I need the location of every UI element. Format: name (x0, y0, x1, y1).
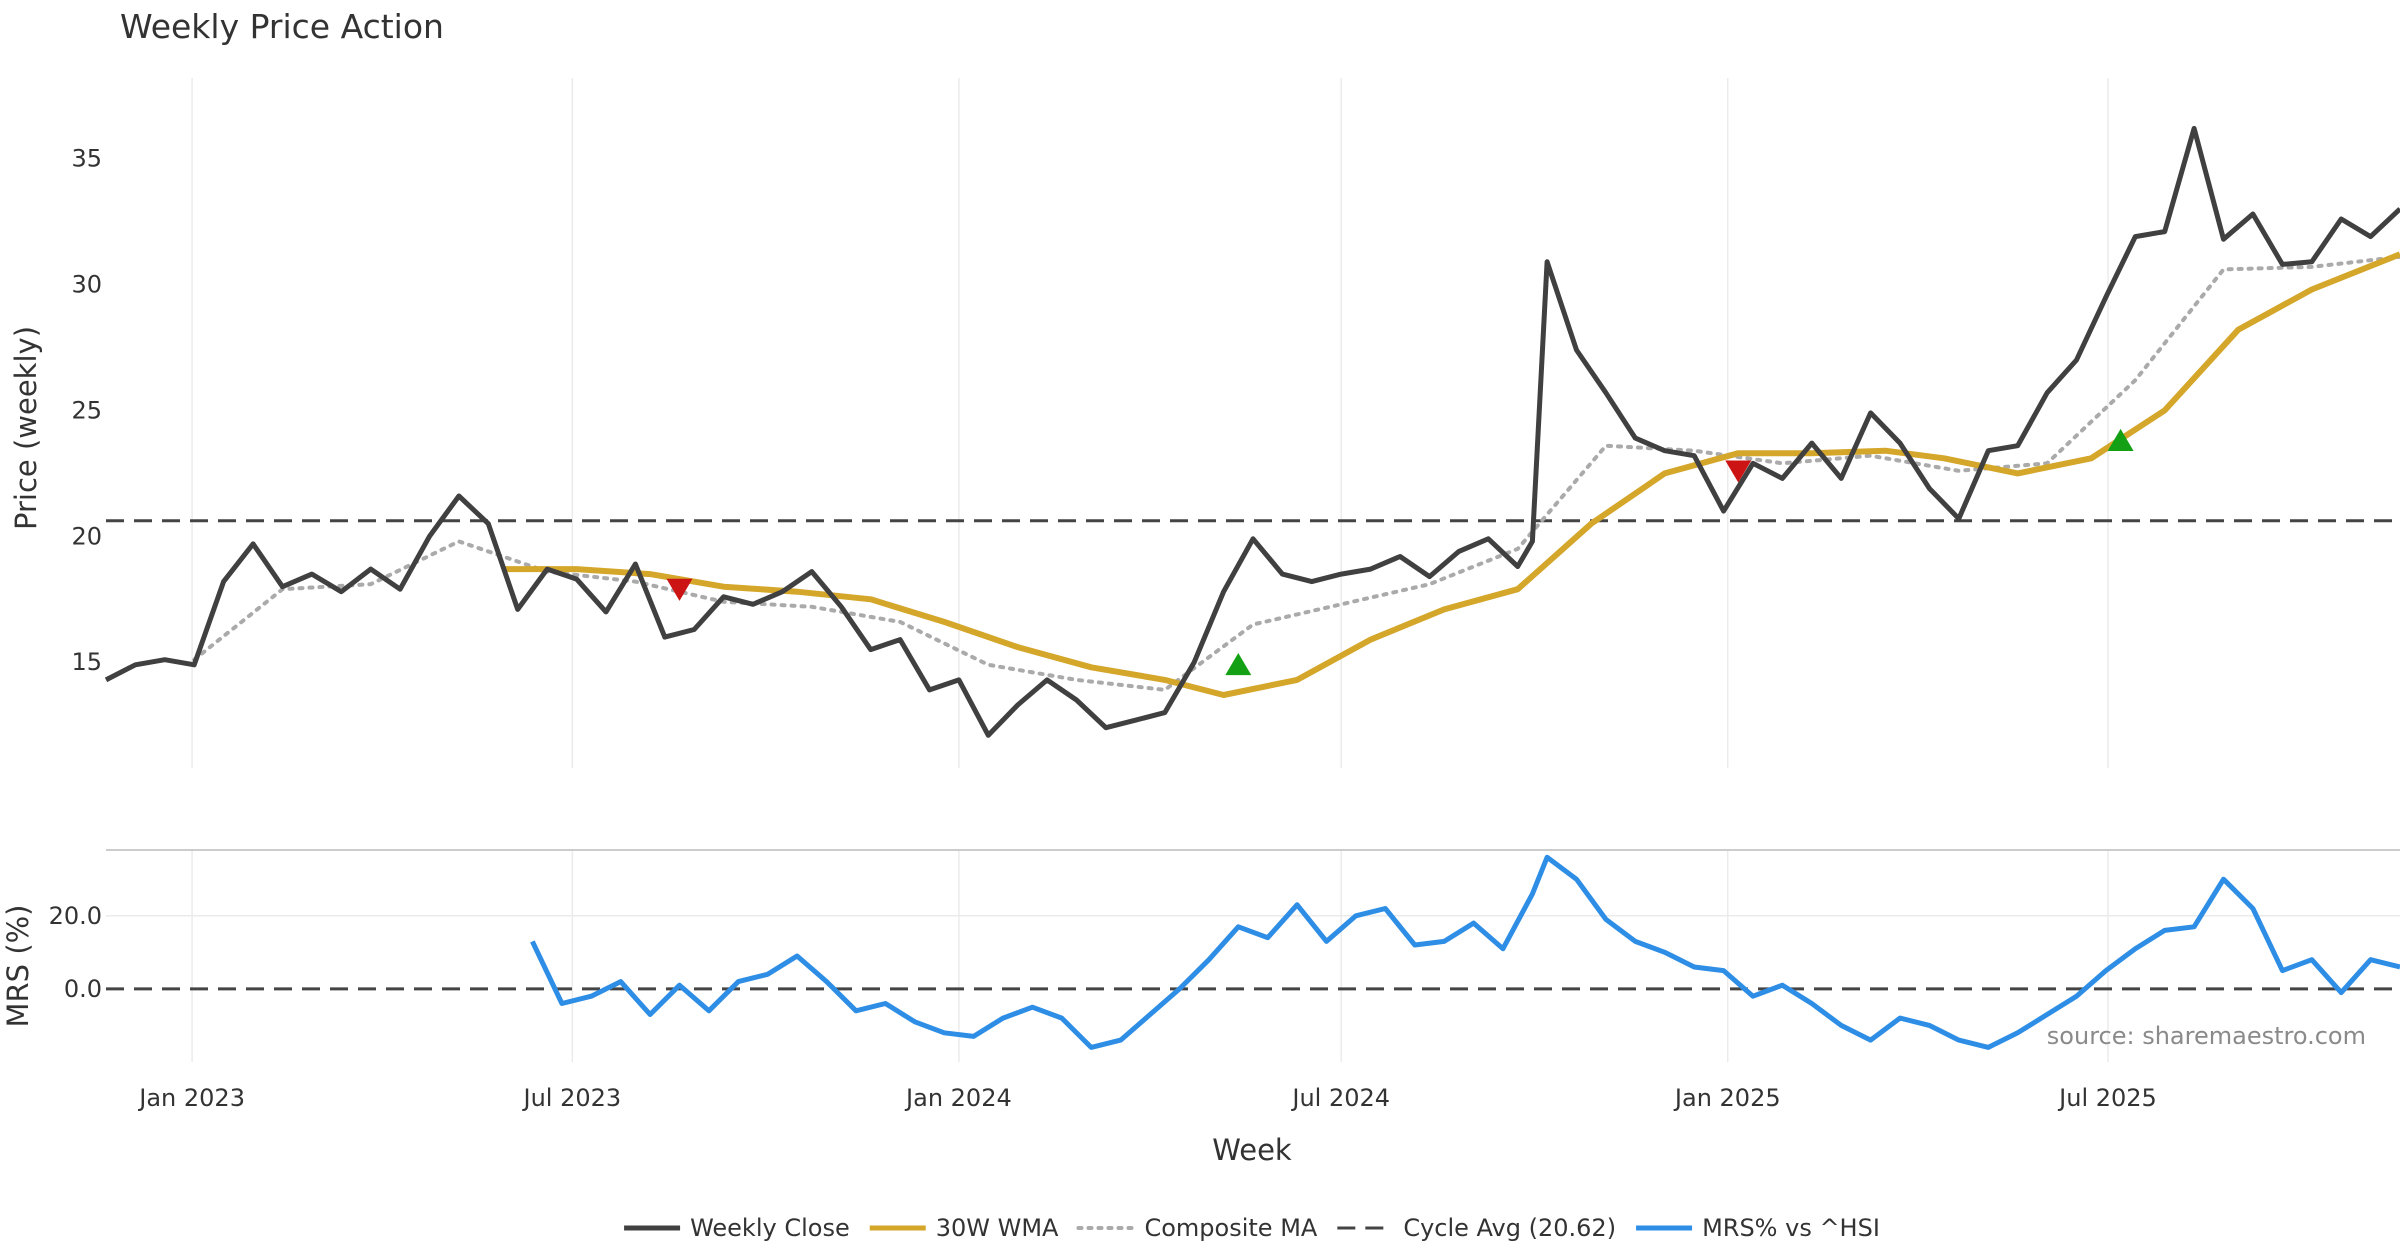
buy-signal-marker (2107, 428, 2134, 452)
x-axis-label: Week (1212, 1133, 1292, 1167)
price-y-tick-label: 35 (71, 145, 102, 173)
legend-label: Composite MA (1144, 1214, 1317, 1242)
mrs-y-tick-label: 20.0 (49, 902, 102, 930)
x-tick-label: Jul 2023 (522, 1084, 622, 1112)
price-y-tick-label: 15 (71, 648, 102, 676)
price-y-ticks: 15 20 25 30 35 (71, 145, 102, 677)
price-y-tick-label: 25 (71, 396, 102, 424)
mrs-line (530, 854, 2400, 1050)
price-y-axis-label: Price (weekly) (9, 326, 43, 530)
legend-item: 30W WMA (869, 1214, 1059, 1242)
weekly-close-line (104, 125, 2400, 738)
legend-item: Composite MA (1076, 1214, 1318, 1242)
sell-signal-marker (666, 578, 693, 601)
legend-item: MRS% vs ^HSI (1636, 1214, 1880, 1242)
x-axis-ticks: Jan 2023 Jul 2023 Jan 2024 Jul 2024 Jan 2025… (137, 1084, 2157, 1112)
wma-30w-line (503, 251, 2400, 698)
buy-signal-marker (1225, 653, 1252, 676)
x-tick-label: Jan 2025 (1673, 1084, 1781, 1112)
legend-label: 30W WMA (936, 1214, 1059, 1242)
sell-signal-marker (1725, 460, 1752, 483)
legend-item: Weekly Close (624, 1214, 850, 1242)
signal-markers (666, 428, 2134, 676)
mrs-y-ticks: 0.0 20.0 (49, 902, 2400, 1003)
price-y-tick-label: 30 (71, 270, 102, 298)
mrs-panel: MRS (%) 0.0 20.0 source: sharemaestro.com (1, 854, 2400, 1050)
legend-label: Weekly Close (690, 1214, 850, 1242)
legend-label: Cycle Avg (20.62) (1403, 1214, 1616, 1242)
vertical-grid (191, 78, 2109, 1062)
price-panel: Price (weekly) 15 20 25 30 35 (9, 125, 2400, 738)
x-tick-label: Jul 2024 (1290, 1084, 1390, 1112)
mrs-y-axis-label: MRS (%) (1, 905, 35, 1028)
legend: Weekly Close 30W WMA Composite MA Cycle Avg… (624, 1214, 1880, 1242)
x-tick-label: Jan 2024 (904, 1084, 1012, 1112)
source-note: source: sharemaestro.com (2047, 1022, 2366, 1050)
price-y-tick-label: 20 (71, 522, 102, 550)
mrs-y-tick-label: 0.0 (64, 975, 102, 1003)
composite-ma-line (192, 254, 2400, 692)
chart-title: Weekly Price Action (120, 7, 444, 46)
legend-item: Cycle Avg (20.62) (1337, 1214, 1616, 1242)
x-tick-label: Jan 2023 (137, 1084, 245, 1112)
x-tick-label: Jul 2025 (2057, 1084, 2157, 1112)
legend-label: MRS% vs ^HSI (1702, 1214, 1880, 1242)
